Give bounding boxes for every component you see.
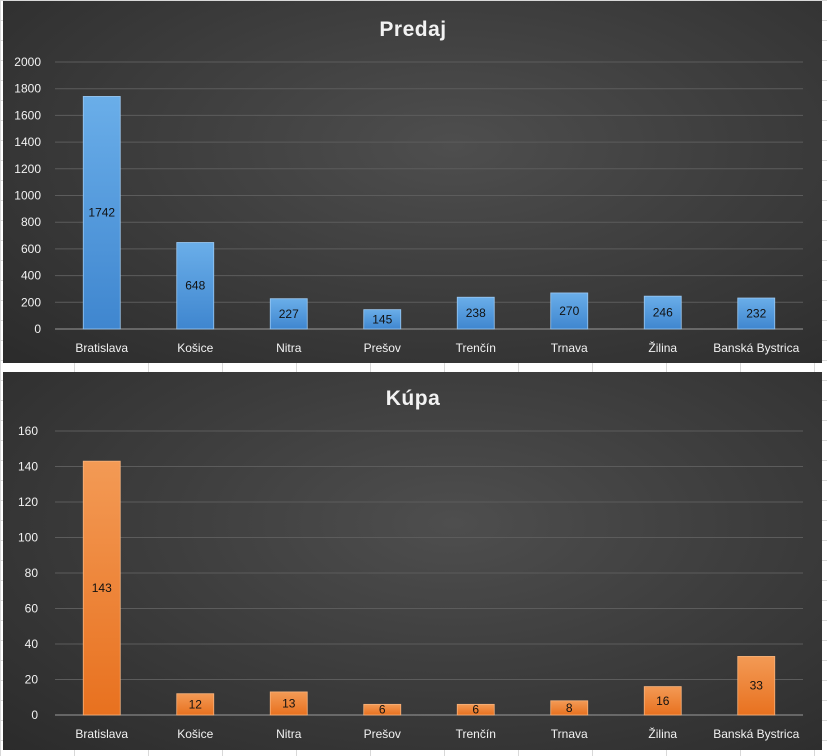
y-tick-label: 0 bbox=[34, 322, 41, 336]
category-label: Žilina bbox=[648, 726, 677, 741]
category-label: Trnava bbox=[551, 341, 588, 355]
data-label: 6 bbox=[379, 703, 386, 717]
y-tick-label: 20 bbox=[25, 673, 39, 687]
y-tick-label: 80 bbox=[25, 566, 39, 580]
category-label: Trenčín bbox=[456, 341, 496, 355]
bar-nitra[interactable] bbox=[269, 298, 308, 330]
data-label: 6 bbox=[472, 703, 479, 717]
category-label: Banská Bystrica bbox=[713, 727, 799, 741]
bar-trnava[interactable] bbox=[550, 292, 589, 330]
bar-žilina[interactable] bbox=[643, 686, 682, 716]
bar-prešov[interactable] bbox=[363, 309, 402, 330]
y-tick-label: 140 bbox=[18, 460, 38, 474]
bar-trnava[interactable] bbox=[550, 700, 589, 716]
category-label: Prešov bbox=[364, 727, 401, 741]
y-tick-label: 60 bbox=[25, 602, 39, 616]
category-label: Prešov bbox=[364, 341, 401, 355]
data-label: 8 bbox=[566, 701, 573, 715]
data-label: 13 bbox=[282, 696, 296, 710]
y-tick-label: 400 bbox=[21, 269, 41, 283]
data-label: 270 bbox=[559, 304, 579, 318]
y-tick-label: 200 bbox=[21, 295, 41, 309]
category-label: Bratislava bbox=[75, 341, 128, 355]
y-tick-label: 1400 bbox=[14, 135, 41, 149]
y-tick-label: 800 bbox=[21, 215, 41, 229]
category-label: Žilina bbox=[648, 340, 677, 355]
category-label: Nitra bbox=[276, 727, 302, 741]
labels: 0 20 40 60 80 100 120 140 160 143 Bratislava 12 Koši… bbox=[18, 424, 800, 741]
bar-bratislava[interactable] bbox=[82, 96, 121, 330]
labels: 0 200 400 600 800 1000 1200 1400 1600 1800 2000 174… bbox=[14, 55, 799, 355]
data-label: 143 bbox=[92, 581, 112, 595]
y-tick-label: 1200 bbox=[14, 162, 41, 176]
data-label: 145 bbox=[372, 312, 392, 326]
category-label: Trenčín bbox=[456, 727, 496, 741]
category-label: Banská Bystrica bbox=[713, 341, 799, 355]
bar-bratislava[interactable] bbox=[82, 460, 121, 716]
y-tick-label: 1600 bbox=[14, 108, 41, 122]
data-label: 16 bbox=[656, 694, 670, 708]
data-label: 232 bbox=[746, 307, 766, 321]
data-label: 1742 bbox=[88, 206, 115, 220]
y-tick-label: 40 bbox=[25, 637, 39, 651]
chart-kupa-svg: Kúpa 0 20 40 60 80 100 120 140 160 143 Bratislava 1… bbox=[18, 387, 803, 741]
category-label: Nitra bbox=[276, 341, 302, 355]
data-label: 246 bbox=[653, 306, 673, 320]
data-label: 33 bbox=[750, 679, 764, 693]
category-label: Bratislava bbox=[75, 727, 128, 741]
bar-banská-bystrica[interactable] bbox=[737, 297, 776, 330]
y-tick-label: 160 bbox=[18, 424, 38, 438]
y-tick-label: 1000 bbox=[14, 189, 41, 203]
y-tick-label: 100 bbox=[18, 531, 38, 545]
bar-košice[interactable] bbox=[176, 693, 215, 716]
chart-title: Kúpa bbox=[386, 387, 441, 410]
category-label: Trnava bbox=[551, 727, 588, 741]
y-tick-label: 0 bbox=[31, 708, 38, 722]
bar-žilina[interactable] bbox=[643, 295, 682, 330]
y-tick-label: 600 bbox=[21, 242, 41, 256]
category-label: Košice bbox=[177, 341, 213, 355]
data-label: 238 bbox=[466, 306, 486, 320]
category-label: Košice bbox=[177, 727, 213, 741]
bar-nitra[interactable] bbox=[269, 691, 308, 716]
y-tick-label: 1800 bbox=[14, 82, 41, 96]
bar-košice[interactable] bbox=[176, 242, 215, 330]
bars bbox=[82, 96, 776, 330]
chart-predaj-svg: Predaj 0 200 400 600 800 1000 1200 1400 1600 1800… bbox=[14, 18, 803, 355]
data-label: 227 bbox=[279, 307, 299, 321]
y-tick-label: 2000 bbox=[14, 55, 41, 69]
gridlines bbox=[55, 430, 803, 716]
y-tick-label: 120 bbox=[18, 495, 38, 509]
chart-title: Predaj bbox=[379, 18, 446, 41]
bar-trenčín[interactable] bbox=[456, 296, 495, 330]
bar-trenčín[interactable] bbox=[456, 703, 495, 716]
gridlines bbox=[55, 61, 803, 330]
bars bbox=[82, 460, 776, 716]
data-label: 648 bbox=[185, 279, 205, 293]
bar-banská-bystrica[interactable] bbox=[737, 656, 776, 716]
data-label: 12 bbox=[189, 697, 203, 711]
bar-prešov[interactable] bbox=[363, 703, 402, 716]
chart-kupa[interactable]: Kúpa 0 20 40 60 80 100 120 140 160 143 Bratislava 1… bbox=[3, 372, 822, 750]
chart-predaj[interactable]: Predaj 0 200 400 600 800 1000 1200 1400 1600 1800… bbox=[3, 1, 822, 363]
